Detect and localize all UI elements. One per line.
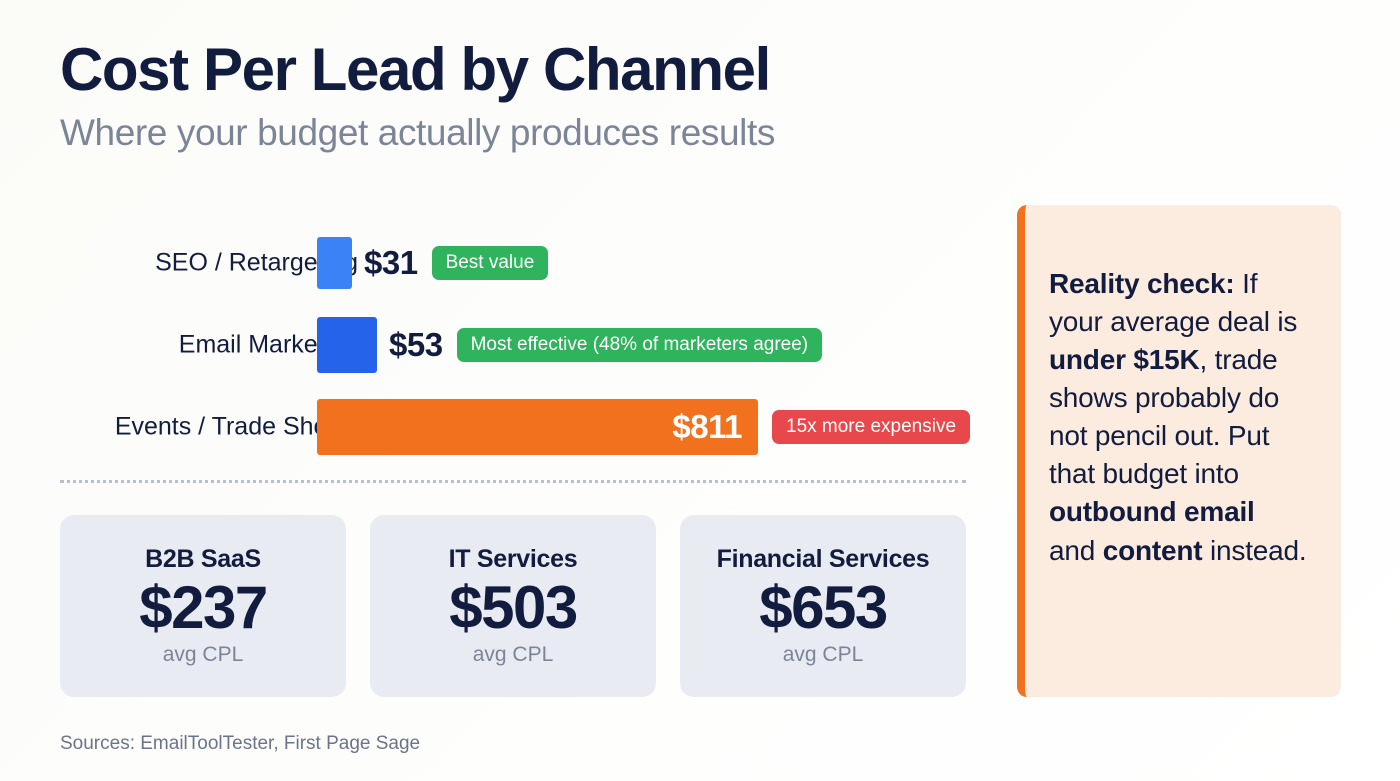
stat-card-sublabel: avg CPL <box>782 643 864 666</box>
chart-bar-wrap: $811 15x more expensive <box>317 399 971 455</box>
stat-card-value: $653 <box>759 574 888 641</box>
chart-bar-value: $53 <box>389 326 443 363</box>
chart-row: Events / Trade Shows $811 15x more expensi… <box>60 386 971 468</box>
reality-check-callout: Reality check: If your average deal is u… <box>1017 205 1341 697</box>
stat-card-label: IT Services <box>448 545 578 573</box>
header: Cost Per Lead by Channel Where your budg… <box>60 38 775 154</box>
callout-span: , trade shows probably do not pencil out… <box>1049 344 1280 490</box>
callout-span: If your average deal is <box>1049 268 1298 338</box>
callout-emphasis: under $15K <box>1049 344 1200 376</box>
stat-card: Financial Services $653 avg CPL <box>680 515 966 697</box>
page-subtitle: Where your budget actually produces resu… <box>60 112 775 153</box>
stat-card-group: B2B SaaS $237 avg CPL IT Services $503 avg CP… <box>60 515 966 697</box>
stat-card-sublabel: avg CPL <box>162 643 244 666</box>
chart-row: SEO / Retargeting $31 Best value <box>60 222 966 304</box>
chart-bar-value: $31 <box>364 244 418 281</box>
callout-emphasis: outbound email <box>1049 496 1255 528</box>
stat-card-sublabel: avg CPL <box>472 643 554 666</box>
chart-bar <box>317 317 377 373</box>
status-badge: 15x more expensive <box>772 410 971 444</box>
callout-span: and <box>1049 534 1103 566</box>
callout-emphasis: Reality check: <box>1049 268 1235 299</box>
stat-card-label: B2B SaaS <box>145 545 261 573</box>
chart-bar-wrap: $53 Most effective (48% of marketers agre… <box>317 317 823 373</box>
callout-text: Reality check: If your average deal is u… <box>1049 265 1307 570</box>
stat-card-label: Financial Services <box>716 545 930 573</box>
status-badge: Best value <box>431 246 549 280</box>
bar-chart: SEO / Retargeting $31 Best value Email Mark… <box>60 222 971 468</box>
status-badge: Most effective (48% of marketers agree) <box>456 328 823 362</box>
chart-row: Email Marketing $53 Most effective (48% of… <box>60 304 966 386</box>
callout-span: instead. <box>1202 534 1307 566</box>
chart-bar <box>317 237 352 289</box>
page-title: Cost Per Lead by Channel <box>60 36 771 103</box>
stat-card-value: $237 <box>139 574 268 641</box>
stat-card: B2B SaaS $237 avg CPL <box>60 515 346 697</box>
sources-footnote: Sources: EmailToolTester, First Page Sag… <box>60 733 421 754</box>
callout-emphasis: content <box>1102 534 1203 566</box>
section-divider <box>60 480 966 483</box>
stat-card-value: $503 <box>449 574 578 641</box>
chart-bar: $811 <box>317 399 758 455</box>
chart-bar-wrap: $31 Best value <box>317 237 549 289</box>
stat-card: IT Services $503 avg CPL <box>370 515 656 697</box>
chart-bar-value: $811 <box>672 408 742 445</box>
